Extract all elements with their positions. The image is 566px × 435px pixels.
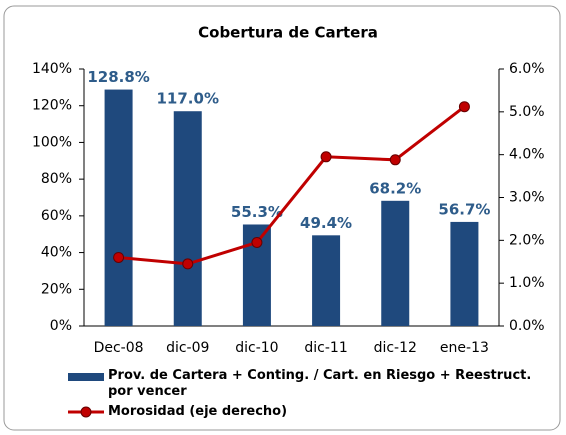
- bar: [381, 200, 410, 326]
- x-tick-label: dic-11: [304, 340, 347, 356]
- y2-tick-label: 1.0%: [509, 275, 545, 291]
- y-tick-label: 20%: [41, 281, 72, 297]
- y-tick-label: 120%: [32, 98, 72, 114]
- chart-title: Cobertura de Cartera: [198, 24, 378, 42]
- y2-tick-label: 5.0%: [509, 104, 545, 120]
- bar: [173, 111, 202, 326]
- legend-label: Morosidad (eje derecho): [108, 404, 288, 419]
- x-tick-label: dic-12: [374, 340, 417, 356]
- line: [118, 105, 466, 266]
- y2-tick-label: 3.0%: [509, 190, 545, 206]
- legend-swatch: [68, 373, 104, 381]
- y2-tick-label: 2.0%: [509, 232, 545, 248]
- y2-tick-label: 4.0%: [509, 147, 545, 163]
- x-tick-label: dic-10: [235, 340, 278, 356]
- bar: [312, 235, 341, 326]
- data-label: 56.7%: [438, 200, 490, 218]
- bar: [450, 221, 479, 326]
- legend-label: Prov. de Cartera + Conting. / Cart. en R…: [108, 368, 532, 399]
- y-tick-label: 80%: [41, 171, 72, 187]
- y-tick-label: 140%: [32, 61, 72, 77]
- chart-border: [3, 5, 561, 431]
- x-tick-label: ene-13: [440, 340, 489, 356]
- y2-tick-label: 0.0%: [509, 318, 545, 334]
- bar: [104, 89, 133, 326]
- data-label: 55.3%: [231, 203, 283, 221]
- y2-tick-label: 6.0%: [509, 61, 545, 77]
- y-tick-label: 40%: [41, 245, 72, 261]
- data-label: 68.2%: [369, 179, 421, 197]
- data-label: 128.8%: [87, 68, 149, 86]
- x-tick-label: Dec-08: [94, 340, 144, 356]
- marker: [182, 258, 194, 270]
- marker: [458, 101, 470, 113]
- data-label: 49.4%: [300, 214, 352, 232]
- legend-swatch: [80, 406, 92, 418]
- marker: [113, 251, 125, 263]
- marker: [251, 236, 263, 248]
- y-tick-label: 60%: [41, 208, 72, 224]
- marker: [320, 151, 332, 163]
- data-label: 117.0%: [157, 90, 219, 108]
- x-tick-label: dic-09: [166, 340, 209, 356]
- y-tick-label: 100%: [32, 134, 72, 150]
- marker: [389, 154, 401, 166]
- y-tick-label: 0%: [50, 318, 72, 334]
